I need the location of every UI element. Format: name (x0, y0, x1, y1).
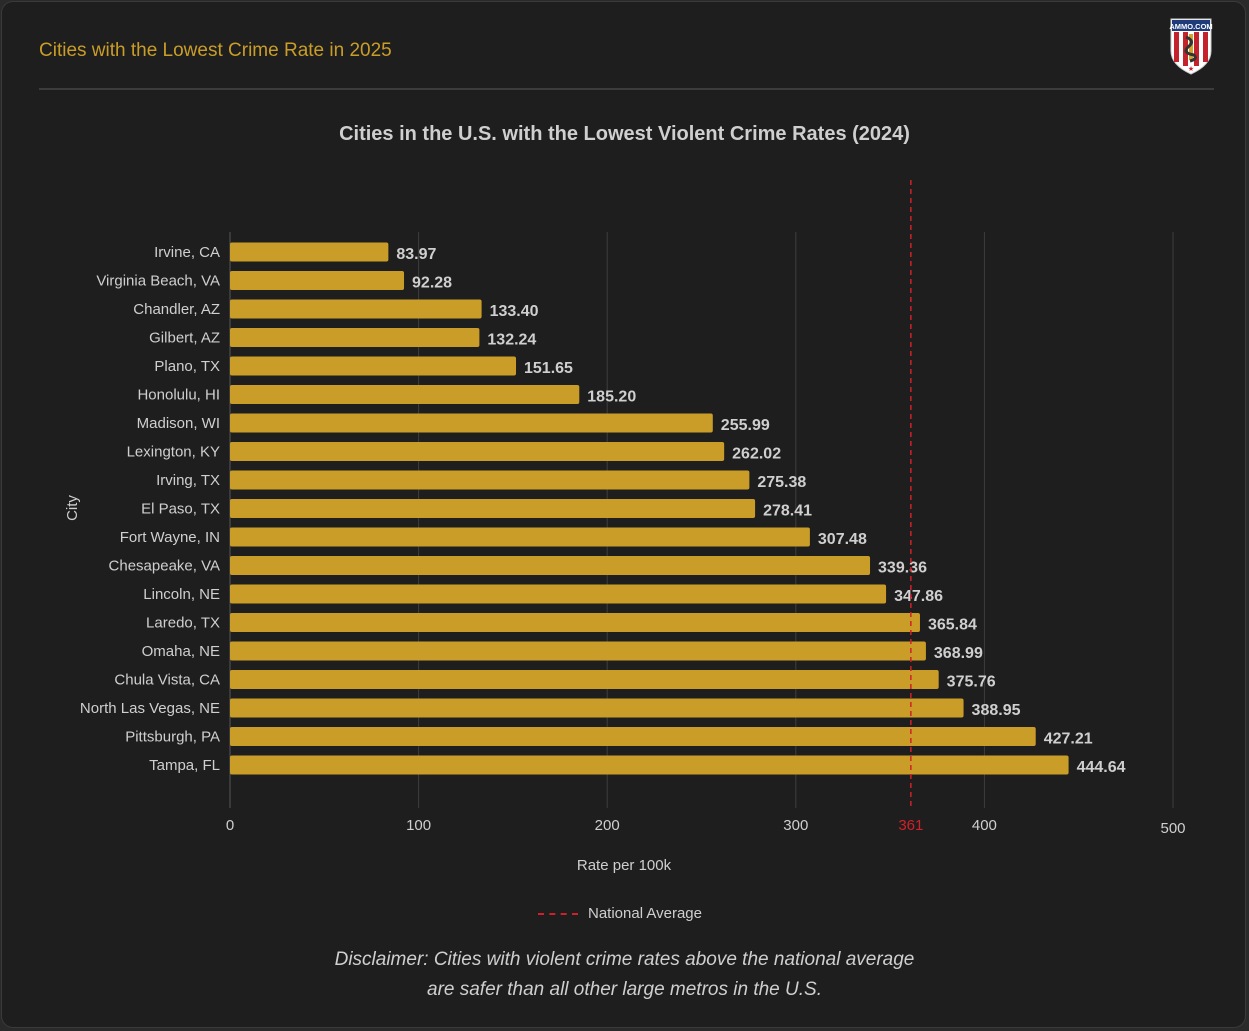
data-label: 388.95 (972, 702, 1021, 719)
header-divider (39, 88, 1214, 90)
bar (230, 641, 926, 661)
y-tick-label: Irvine, CA (154, 244, 220, 261)
data-label: 427.21 (1044, 731, 1093, 748)
bar (230, 499, 756, 518)
y-tick-label: Tampa, FL (149, 757, 220, 774)
bar (230, 271, 405, 290)
bar (230, 584, 887, 604)
bar (230, 556, 871, 575)
y-tick-label: Plano, TX (154, 358, 220, 375)
y-tick-label: Chula Vista, CA (114, 672, 220, 689)
chart-title: Cities in the U.S. with the Lowest Viole… (339, 123, 910, 145)
data-label: 262.02 (732, 446, 781, 463)
national-average-tick-label: 361 (898, 817, 923, 834)
y-tick-label: El Paso, TX (141, 501, 220, 518)
data-label: 375.76 (947, 674, 996, 691)
ammo-logo: AMMO.COM ★ (1169, 18, 1213, 75)
x-tick-label: 0 (226, 817, 234, 834)
data-label: 278.41 (763, 503, 812, 520)
legend-dashed-line-swatch (538, 912, 578, 915)
bar (230, 385, 580, 404)
data-label: 185.20 (587, 389, 636, 406)
data-label: 133.40 (490, 303, 539, 320)
x-tick-label: 300 (783, 817, 808, 834)
svg-text:AMMO.COM: AMMO.COM (1169, 22, 1212, 31)
data-label: 151.65 (524, 360, 573, 377)
data-label: 132.24 (487, 332, 536, 349)
data-label: 275.38 (757, 474, 806, 491)
x-tick-label: 200 (595, 817, 620, 834)
data-label: 307.48 (818, 531, 867, 548)
data-label: 255.99 (721, 417, 770, 434)
bar (230, 413, 713, 433)
legend-label: National Average (588, 905, 702, 922)
y-axis-label: City (64, 495, 81, 521)
disclaimer-line-2: are safer than all other large metros in… (427, 979, 822, 1000)
y-tick-label: Chesapeake, VA (109, 558, 220, 575)
data-label: 368.99 (934, 645, 983, 662)
data-label: 444.64 (1077, 759, 1126, 776)
y-tick-label: North Las Vegas, NE (80, 700, 220, 717)
bar (230, 670, 939, 689)
y-tick-label: Lincoln, NE (143, 586, 220, 603)
bar (230, 242, 389, 262)
y-tick-label: Virginia Beach, VA (96, 273, 220, 290)
svg-text:★: ★ (1188, 65, 1194, 73)
y-tick-label: Omaha, NE (142, 643, 220, 660)
y-tick-label: Madison, WI (137, 415, 220, 432)
bar (230, 356, 517, 376)
legend: National Average (538, 905, 702, 922)
x-tick-label: 500 (1160, 820, 1185, 837)
y-tick-label: Pittsburgh, PA (125, 729, 220, 746)
disclaimer-line-1: Disclaimer: Cities with violent crime ra… (334, 949, 915, 970)
bar (230, 727, 1036, 746)
data-label: 83.97 (396, 246, 436, 263)
bar (230, 613, 920, 632)
x-axis-label: Rate per 100k (577, 857, 672, 874)
bar (230, 470, 750, 490)
bar (230, 698, 964, 718)
data-label: 347.86 (894, 588, 943, 605)
page-title: Cities with the Lowest Crime Rate in 202… (39, 40, 392, 61)
y-tick-label: Lexington, KY (127, 444, 220, 461)
bar (230, 442, 725, 461)
bar (230, 299, 482, 319)
disclaimer: Disclaimer: Cities with violent crime ra… (0, 945, 1249, 1005)
y-tick-label: Chandler, AZ (133, 301, 220, 318)
data-label: 339.36 (878, 560, 927, 577)
bar (230, 527, 810, 547)
x-tick-label: 100 (406, 817, 431, 834)
bar (230, 755, 1069, 775)
data-label: 365.84 (928, 617, 977, 634)
x-tick-label: 400 (972, 817, 997, 834)
y-tick-label: Laredo, TX (146, 615, 220, 632)
y-tick-label: Honolulu, HI (137, 387, 220, 404)
data-label: 92.28 (412, 275, 452, 292)
y-tick-label: Fort Wayne, IN (120, 529, 220, 546)
y-tick-label: Gilbert, AZ (149, 330, 220, 347)
bar (230, 328, 480, 347)
y-tick-label: Irving, TX (156, 472, 220, 489)
